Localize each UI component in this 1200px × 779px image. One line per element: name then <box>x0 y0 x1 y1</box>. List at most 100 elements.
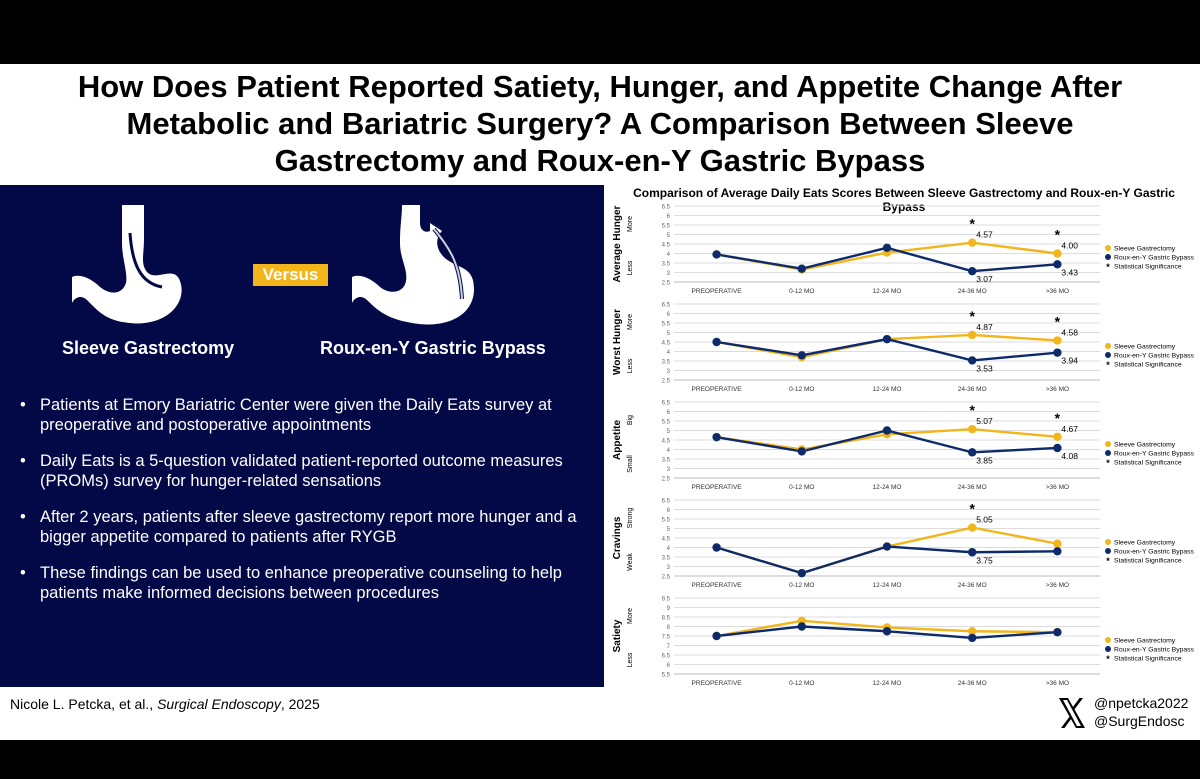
chart-title: Comparison of Average Daily Eats Scores … <box>633 186 1175 214</box>
handle-journal[interactable]: @SurgEndosc <box>1094 713 1185 729</box>
summary-panel: Versus Sleeve Gastrectomy Roux-en-Y Gast… <box>0 185 604 687</box>
legend-swatch-significance: * <box>1106 262 1110 272</box>
x-tick-label: 24-36 MO <box>958 386 987 393</box>
x-tick-label: >36 MO <box>1046 680 1069 687</box>
legend-label: Statistical Significance <box>1114 362 1182 369</box>
y-tick-label: 7 <box>667 644 671 650</box>
data-point-sleeve <box>1053 432 1062 441</box>
data-label: 3.53 <box>976 363 993 373</box>
bullet-item: Patients at Emory Bariatric Center were … <box>20 395 580 435</box>
y-tick-label: 6 <box>667 508 671 514</box>
data-point-sleeve <box>1053 249 1062 258</box>
citation-authors: Nicole L. Petcka, et al., <box>10 696 158 712</box>
sleeve-label: Sleeve Gastrectomy <box>62 338 235 358</box>
legend-label: Roux-en-Y Gastric Bypass <box>1114 255 1195 262</box>
y-tick-label: 3.5 <box>662 360 671 366</box>
y-tick-label: 6.5 <box>662 205 671 211</box>
bypass-label: Roux-en-Y Gastric Bypass <box>320 338 546 358</box>
y-tick-label: 4 <box>667 546 671 552</box>
y-tick-label: 3 <box>667 467 671 473</box>
y-tick-label: 4.5 <box>662 439 671 445</box>
social-handles: @npetcka2022 @SurgEndosc <box>1094 694 1188 730</box>
y-tick-label: 5 <box>667 233 671 239</box>
data-point-sleeve <box>1053 336 1062 345</box>
y-tick-label: 5.5 <box>662 673 671 679</box>
panel-satiety: 5.5 6 6.5 7 7.5 8 8.5 9 9.5 PREOPERATIVE 0-12 MO 12… <box>612 597 1195 688</box>
data-label: 4.67 <box>1061 424 1078 434</box>
y-tick-label: 2.5 <box>662 281 671 287</box>
data-point-bypass <box>712 432 721 442</box>
y-label-bottom: Less <box>627 358 634 373</box>
y-label-bottom: Less <box>627 260 634 275</box>
data-point-bypass <box>797 447 806 456</box>
data-point-sleeve <box>968 523 977 532</box>
data-point-sleeve <box>968 627 977 636</box>
y-tick-label: 5.5 <box>662 420 671 426</box>
y-axis-title: Worst Hunger <box>612 309 623 375</box>
data-label: 3.85 <box>976 455 993 465</box>
legend-swatch-bypass <box>1105 548 1111 554</box>
citation: Nicole L. Petcka, et al., Surgical Endos… <box>10 696 320 712</box>
y-tick-label: 5 <box>667 527 671 533</box>
handle-author[interactable]: @npetcka2022 <box>1094 695 1189 711</box>
data-point-bypass <box>968 633 977 643</box>
legend-swatch-significance: * <box>1106 654 1110 664</box>
data-point-bypass <box>968 548 977 557</box>
data-point-sleeve <box>1053 539 1062 548</box>
legend-swatch-bypass <box>1105 254 1111 260</box>
bottom-black-bar <box>0 740 1200 779</box>
legend-label: Statistical Significance <box>1114 656 1182 663</box>
y-label-top: Strong <box>627 508 634 529</box>
y-tick-label: 7.5 <box>662 635 671 641</box>
legend-swatch-bypass <box>1105 450 1111 456</box>
legend-swatch-sleeve <box>1105 441 1111 447</box>
data-point-bypass <box>968 448 977 457</box>
data-point-sleeve <box>968 238 977 247</box>
data-point-bypass <box>1053 443 1062 453</box>
x-tick-label: 0-12 MO <box>789 582 814 589</box>
x-tick-label: 12-24 MO <box>873 288 902 295</box>
legend-swatch-significance: * <box>1106 556 1110 566</box>
charts-area: 2.5 3 3.5 4 4.5 5 5.5 6 6.5 PREOPERATIVE 0-12 MO 12… <box>612 205 1195 688</box>
data-label: 4.87 <box>976 322 993 332</box>
x-tick-label: PREOPERATIVE <box>692 288 743 295</box>
data-label: 4.00 <box>1061 241 1078 251</box>
x-tick-label: 0-12 MO <box>789 386 814 393</box>
citation-year: , 2025 <box>280 696 320 712</box>
y-tick-label: 6 <box>667 214 671 220</box>
panel-average-hunger: 2.5 3 3.5 4 4.5 5 5.5 6 6.5 PREOPERATIVE 0-12 MO 12… <box>612 205 1195 296</box>
data-label: 3.43 <box>1061 267 1078 277</box>
data-point-bypass <box>797 264 806 273</box>
legend-swatch-sleeve <box>1105 343 1111 349</box>
data-point-bypass <box>968 356 977 365</box>
x-tick-label: PREOPERATIVE <box>692 386 743 393</box>
y-tick-label: 5 <box>667 331 671 337</box>
legend-label: Sleeve Gastrectomy <box>1114 540 1176 547</box>
y-label-top: More <box>627 608 634 624</box>
y-tick-label: 6.5 <box>662 499 671 505</box>
data-label: 4.58 <box>1061 327 1078 337</box>
legend-label: Roux-en-Y Gastric Bypass <box>1114 451 1195 458</box>
y-tick-label: 6.5 <box>662 401 671 407</box>
x-tick-label: >36 MO <box>1046 386 1069 393</box>
y-label-bottom: Weak <box>627 553 634 571</box>
x-tick-label: 12-24 MO <box>873 484 902 491</box>
data-point-bypass <box>882 542 892 551</box>
y-axis-title: Cravings <box>612 516 623 559</box>
panel-appetite: 2.5 3 3.5 4 4.5 5 5.5 6 6.5 PREOPERATIVE 0-12 MO 12… <box>612 401 1195 492</box>
significance-star: * <box>969 308 975 324</box>
slide: How Does Patient Reported Satiety, Hunge… <box>0 64 1200 740</box>
x-tick-label: 0-12 MO <box>789 484 814 491</box>
y-tick-label: 5 <box>667 429 671 435</box>
y-tick-label: 3.5 <box>662 458 671 464</box>
versus-label: Versus <box>253 264 328 286</box>
data-label: 4.57 <box>976 230 993 240</box>
x-tick-label: PREOPERATIVE <box>692 484 743 491</box>
significance-star: * <box>969 216 975 232</box>
significance-star: * <box>969 402 975 418</box>
x-tick-label: >36 MO <box>1046 288 1069 295</box>
y-tick-label: 3 <box>667 369 671 375</box>
y-tick-label: 9.5 <box>662 597 671 603</box>
y-tick-label: 5.5 <box>662 518 671 524</box>
y-tick-label: 6 <box>667 410 671 416</box>
